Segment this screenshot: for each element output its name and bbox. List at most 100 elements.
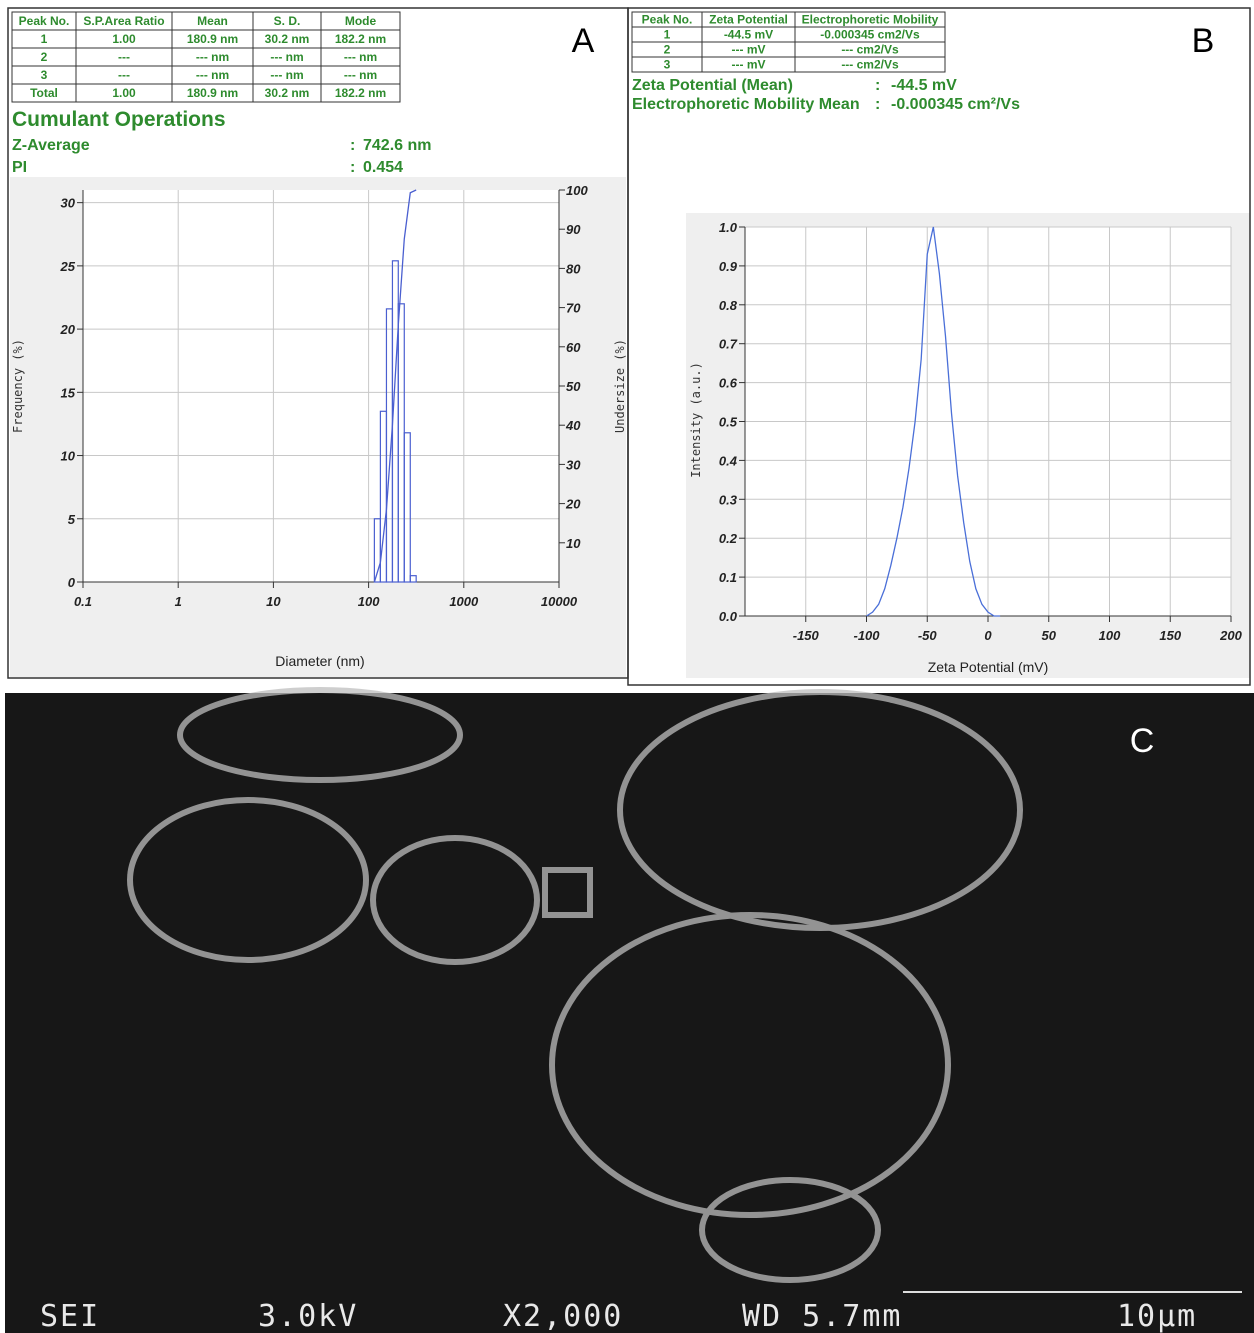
y-tick-label: 1.0 xyxy=(719,220,738,235)
sem-label: WD 5.7mm xyxy=(742,1299,903,1333)
result-label: Z-Average xyxy=(12,137,90,154)
separator: : xyxy=(875,77,880,94)
sem-label: 10µm xyxy=(1117,1299,1197,1333)
table-cell-text: 30.2 nm xyxy=(265,32,310,46)
table-cell-text: --- cm2/Vs xyxy=(841,43,899,57)
x-tick-label: 1000 xyxy=(449,594,479,609)
x-tick-label: -100 xyxy=(853,628,880,643)
x-tick-label: 100 xyxy=(1099,628,1121,643)
table-cell-text: 1 xyxy=(664,28,671,42)
sem-particles xyxy=(127,687,1023,1283)
table-cell-text: 30.2 nm xyxy=(265,86,310,100)
table-header: Peak No. xyxy=(642,13,693,27)
table-cell-text: --- nm xyxy=(270,50,303,64)
y2-tick-label: 20 xyxy=(565,497,581,512)
table-cell-text: --- xyxy=(118,50,130,64)
sem-image xyxy=(5,693,1254,1333)
undersize-line xyxy=(373,189,417,583)
y-tick-label: 0.2 xyxy=(719,531,738,546)
result-value: 742.6 nm xyxy=(363,137,431,154)
y-tick-label: 0.7 xyxy=(719,337,738,352)
y-tick-label: 15 xyxy=(61,385,76,400)
result-label: Zeta Potential (Mean) xyxy=(632,77,793,94)
panel-label: A xyxy=(572,22,595,60)
result-value: -0.000345 cm²/Vs xyxy=(891,96,1020,113)
particle xyxy=(370,835,540,965)
histogram-bar xyxy=(409,575,417,583)
x-tick-label: 10 xyxy=(266,594,281,609)
x-tick-label: 0 xyxy=(984,628,992,643)
particle xyxy=(617,689,1023,931)
table-cell-text: --- mV xyxy=(732,58,766,72)
separator: : xyxy=(350,137,355,154)
table-cell-text: --- nm xyxy=(196,68,229,82)
table-cell-text: 182.2 nm xyxy=(335,32,386,46)
table-cell-text: --- xyxy=(118,68,130,82)
table-cell-text: -0.000345 cm2/Vs xyxy=(820,28,920,42)
particle xyxy=(699,1177,881,1283)
x-tick-label: 50 xyxy=(1042,628,1057,643)
table-cell xyxy=(320,83,401,103)
y2-tick-label: 100 xyxy=(566,183,588,198)
y-tick-label: 0.6 xyxy=(719,376,738,391)
y2-axis-title: Undersize (%) xyxy=(613,339,627,433)
y-tick-label: 0.4 xyxy=(719,453,738,468)
x-tick-label: -50 xyxy=(918,628,938,643)
y2-tick-label: 70 xyxy=(566,301,581,316)
table-cell-text: --- nm xyxy=(196,50,229,64)
y2-tick-label: 40 xyxy=(565,418,581,433)
table-cell-text: --- nm xyxy=(270,68,303,82)
y2-tick-label: 90 xyxy=(566,222,581,237)
x-tick-label: 0.1 xyxy=(74,594,92,609)
x-tick-label: 1 xyxy=(175,594,182,609)
y-tick-label: 0 xyxy=(68,575,76,590)
table-cell-text: Total xyxy=(30,86,58,100)
histogram-bar xyxy=(403,432,411,583)
table-cell-text: 180.9 nm xyxy=(187,86,238,100)
particle xyxy=(177,687,463,783)
x-tick-label: 150 xyxy=(1159,628,1181,643)
y-tick-label: 0.0 xyxy=(719,609,738,624)
y-tick-label: 0.3 xyxy=(719,492,738,507)
table-header: Peak No. xyxy=(19,14,70,28)
y2-tick-label: 60 xyxy=(566,340,581,355)
y-tick-label: 5 xyxy=(68,512,76,527)
particle xyxy=(549,912,951,1218)
y-tick-label: 25 xyxy=(60,259,76,274)
y-tick-label: 30 xyxy=(61,196,76,211)
y2-tick-label: 80 xyxy=(566,261,581,276)
separator: : xyxy=(875,96,880,113)
y-tick-label: 20 xyxy=(60,322,76,337)
sem-label: X2,000 xyxy=(503,1299,623,1333)
result-label: PI xyxy=(12,159,27,176)
table-cell-text: -44.5 mV xyxy=(724,28,773,42)
section-title: Cumulant Operations xyxy=(12,108,226,131)
result-value: 0.454 xyxy=(363,159,403,176)
panel-label: B xyxy=(1192,22,1215,60)
particle xyxy=(127,797,369,963)
result-label: Electrophoretic Mobility Mean xyxy=(632,96,860,113)
table-cell-text: 3 xyxy=(664,58,671,72)
table-cell-text: --- nm xyxy=(344,50,377,64)
x-axis-title: Zeta Potential (mV) xyxy=(928,659,1049,675)
x-tick-label: 10000 xyxy=(541,594,578,609)
sem-label: SEI xyxy=(40,1299,100,1333)
table-cell-text: 182.2 nm xyxy=(335,86,386,100)
result-value: -44.5 mV xyxy=(891,77,957,94)
table-cell xyxy=(794,56,946,73)
table-cell-text: --- mV xyxy=(732,43,766,57)
table-header: Mean xyxy=(197,14,228,28)
x-tick-label: -150 xyxy=(793,628,820,643)
x-tick-label: 200 xyxy=(1219,628,1242,643)
table-cell-text: --- cm2/Vs xyxy=(841,58,899,72)
intensity-line xyxy=(866,226,1001,617)
y-tick-label: 0.1 xyxy=(719,570,737,585)
table-header: Zeta Potential xyxy=(709,13,788,27)
y2-tick-label: 50 xyxy=(566,379,581,394)
particle xyxy=(542,867,593,918)
table-header: S. D. xyxy=(274,14,301,28)
panel-label: C xyxy=(1130,722,1155,760)
table-header: Mode xyxy=(345,14,377,28)
x-axis-title: Diameter (nm) xyxy=(275,653,364,669)
